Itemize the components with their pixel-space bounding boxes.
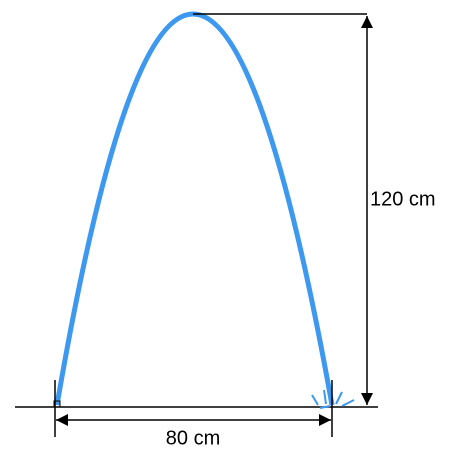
height-label: 120 cm xyxy=(370,188,436,210)
splash xyxy=(311,389,355,409)
water-jet xyxy=(54,11,335,406)
nozzle xyxy=(53,400,61,408)
width-label: 80 cm xyxy=(166,427,220,449)
